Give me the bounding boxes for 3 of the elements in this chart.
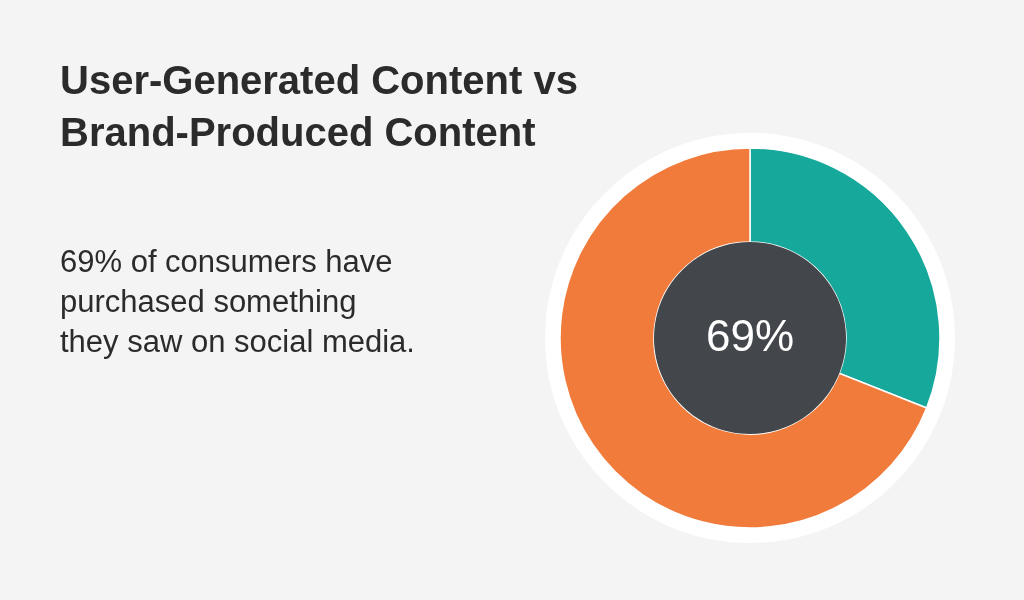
text: 69% of consumers have purchased something they saw on social media. (60, 244, 415, 359)
data-label: 69% (705, 311, 795, 360)
chart-title: User-Generated Content vs Brand-Produced Content (60, 58, 578, 154)
